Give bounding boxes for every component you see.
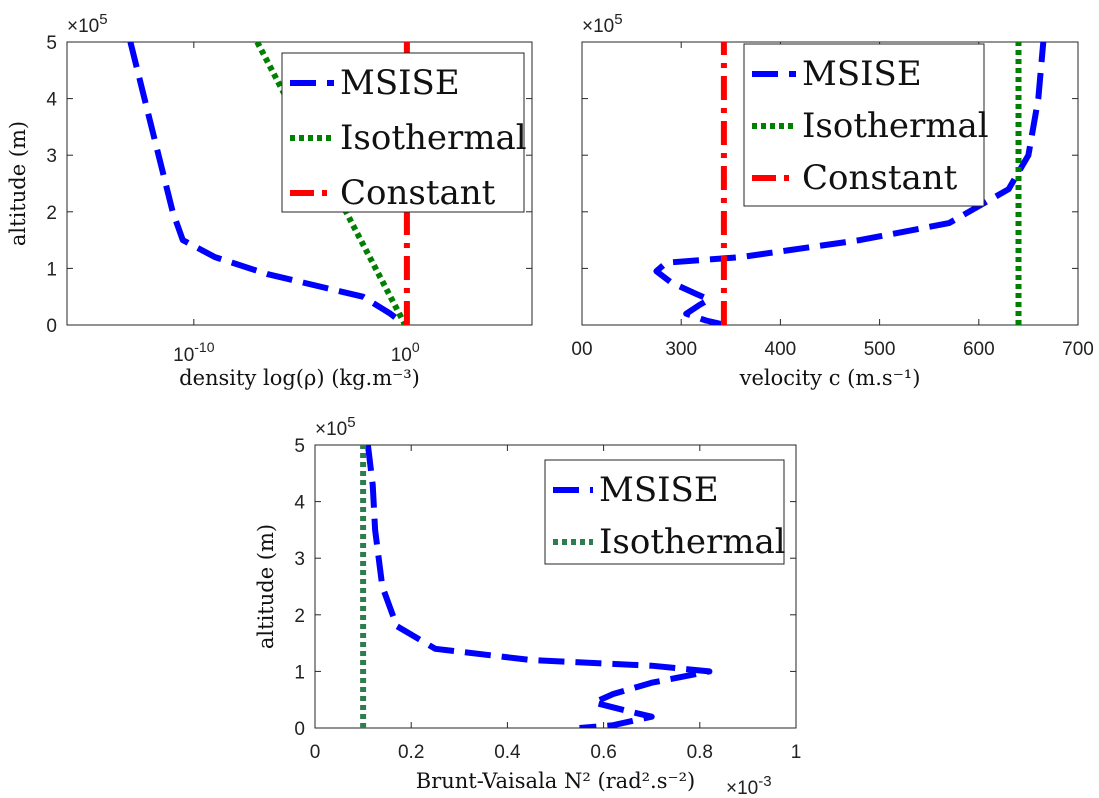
legend-box	[544, 459, 785, 565]
legend-label-isothermal: Isothermal	[599, 522, 786, 562]
x-tick-label: 1	[791, 742, 802, 763]
y-tick-label: 4	[46, 90, 57, 111]
legend-label-msise: MSISE	[802, 54, 922, 94]
y-multiplier: ×105	[67, 11, 108, 37]
x-tick-exponent: -10	[194, 339, 214, 355]
x-tick-label: 500	[864, 339, 896, 360]
legend: MSISE Isothermal Constant	[743, 43, 989, 207]
y-tick-label: 2	[46, 203, 57, 224]
y-multiplier-exponent: 5	[347, 414, 355, 431]
x-multiplier-base: ×10	[726, 778, 758, 798]
y-tick-label: 1	[46, 259, 57, 280]
y-tick-label: 4	[294, 493, 305, 514]
y-multiplier-base: ×10	[582, 16, 614, 37]
legend-label-isothermal: Isothermal	[802, 106, 989, 146]
legend: MSISE Isothermal Constant	[281, 52, 527, 213]
legend-label-msise: MSISE	[599, 470, 719, 510]
y-tick-label: 3	[46, 146, 57, 167]
y-tick-label: 2	[294, 606, 305, 627]
x-tick-label: 0.8	[687, 742, 713, 763]
y-axis-label: altitude (m)	[254, 524, 278, 649]
x-axis-label: velocity c (m.s⁻¹)	[739, 366, 921, 390]
y-multiplier-exponent: 5	[99, 11, 107, 28]
series-line-msise	[127, 42, 408, 325]
series-line-msise	[653, 42, 1047, 325]
legend-label-msise: MSISE	[340, 63, 460, 103]
x-multiplier-exponent: -3	[758, 773, 771, 790]
series-line-msise	[364, 445, 713, 728]
x-axis-label: Brunt-Vaisala N² (rad².s⁻²)	[416, 769, 695, 793]
legend: MSISE Isothermal	[544, 459, 786, 565]
y-tick-label: 3	[294, 549, 305, 570]
y-multiplier: ×105	[315, 414, 356, 440]
x-tick-label: 400	[765, 339, 797, 360]
y-tick-label: 5	[46, 33, 57, 54]
y-multiplier-base: ×10	[315, 419, 347, 440]
x-tick-label: 100	[391, 339, 420, 366]
x-tick-exponent: 0	[412, 339, 420, 355]
x-tick-label: 10-10	[173, 339, 215, 366]
series-group	[360, 445, 713, 728]
y-tick-label: 1	[294, 662, 305, 683]
legend-box	[281, 52, 525, 213]
y-tick-label: 0	[294, 719, 305, 740]
y-tick-label: 5	[294, 436, 305, 457]
x-tick-label: 0.2	[398, 742, 424, 763]
x-tick-label: 00	[571, 339, 592, 360]
x-tick-label: 0.6	[590, 742, 616, 763]
x-axis-label: density log(ρ) (kg.m⁻³)	[179, 366, 420, 390]
x-multiplier: ×10-3	[726, 773, 772, 798]
legend-label-constant: Constant	[340, 173, 496, 213]
velocity-panel: 00 300 400 500 600 700 ×105 velocity c (m.s⁻¹) M…	[571, 11, 1093, 390]
x-tick-base: 10	[173, 345, 194, 366]
y-multiplier-base: ×10	[67, 16, 99, 37]
x-tick-label: 0.4	[494, 742, 521, 763]
x-tick-label: 700	[1062, 339, 1094, 360]
y-multiplier-exponent: 5	[614, 11, 622, 28]
legend-label-constant: Constant	[802, 158, 958, 198]
y-axis-label: altitude (m)	[6, 121, 30, 246]
x-tick-label: 300	[665, 339, 697, 360]
x-tick-base: 10	[391, 345, 412, 366]
x-tick-label: 0	[310, 742, 321, 763]
y-tick-label: 0	[46, 316, 57, 337]
y-multiplier: ×105	[582, 11, 623, 37]
series-group	[653, 42, 1047, 325]
x-tick-label: 600	[963, 339, 995, 360]
legend-label-isothermal: Isothermal	[340, 118, 527, 158]
